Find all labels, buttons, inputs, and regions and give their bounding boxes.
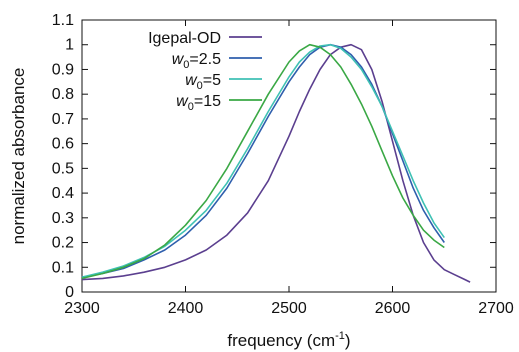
legend: Igepal-OD w0=2.5w0=5w0=15	[148, 30, 262, 113]
series-layer	[81, 43, 471, 283]
y-tick-label: 0.7	[52, 111, 74, 128]
series-line-1	[81, 43, 445, 278]
y-tick-label: 0.4	[52, 185, 74, 202]
y-tick-label: 1.1	[52, 12, 74, 29]
y-tick-label: 1	[65, 37, 74, 54]
x-tick-label: 2700	[478, 300, 514, 317]
series-line-2	[81, 43, 445, 278]
y-tick-label: 0	[65, 284, 74, 301]
x-axis-label: frequency (cm-1)	[227, 330, 350, 350]
y-tick-label: 0.1	[52, 259, 74, 276]
series-line-3	[81, 43, 445, 280]
legend-label-3: w0=15	[176, 93, 221, 113]
x-tick-label: 2600	[375, 300, 411, 317]
y-tick-label: 0.5	[52, 160, 74, 177]
axis-ticks: 2300 2400 2500 2600 2700 0 0.1 0.2 0.3 0.4 0.5 0.6 0…	[52, 12, 514, 317]
legend-label-2: w0=5	[185, 72, 221, 92]
plot-frame	[81, 19, 497, 293]
y-tick-label: 0.3	[52, 210, 74, 227]
y-tick-label: 0.2	[52, 235, 74, 252]
y-tick-label: 0.6	[52, 136, 74, 153]
y-tick-label: 0.8	[52, 86, 74, 103]
y-axis-label: normalized absorbance	[9, 68, 28, 245]
y-tick-label: 0.9	[52, 61, 74, 78]
x-tick-label: 2400	[168, 300, 204, 317]
x-tick-label: 2300	[64, 300, 100, 317]
legend-label-1: w0=2.5	[172, 51, 221, 71]
series-line-0	[81, 43, 471, 283]
legend-label-0: Igepal-OD	[148, 30, 221, 47]
x-tick-label: 2500	[271, 300, 307, 317]
